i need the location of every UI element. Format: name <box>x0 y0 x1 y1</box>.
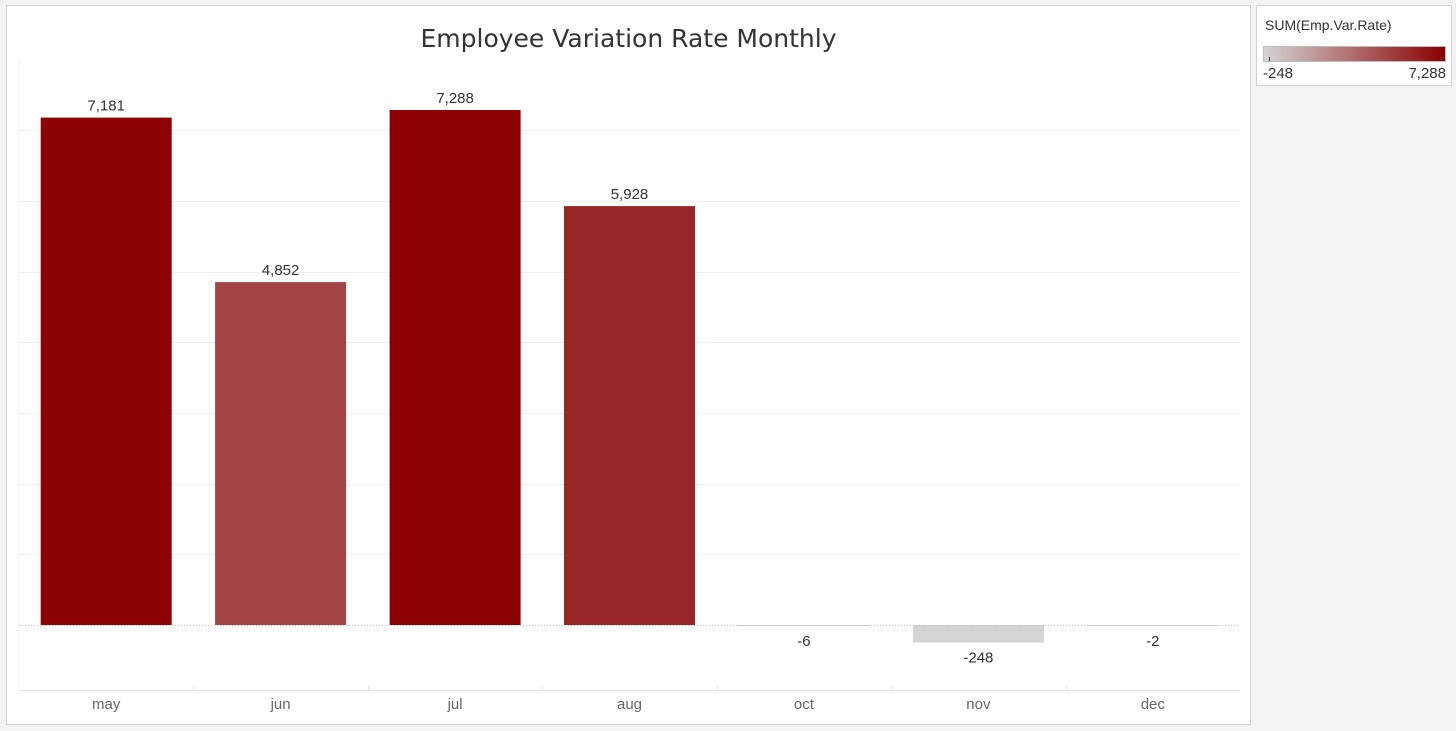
data-label-nov: -248 <box>963 650 993 667</box>
legend-max-label: 7,288 <box>1408 65 1446 82</box>
bar-oct <box>738 625 870 626</box>
bar-aug <box>564 206 695 625</box>
data-label-may: 7,181 <box>87 98 125 115</box>
color-legend: SUM(Emp.Var.Rate) -248 7,288 <box>1256 5 1452 86</box>
legend-zero-tick <box>1269 57 1270 61</box>
bar-dec <box>1087 625 1219 626</box>
data-label-aug: 5,928 <box>611 186 649 203</box>
bar-may <box>40 117 172 625</box>
bar-jun <box>215 282 347 625</box>
x-tick-label-oct: oct <box>794 696 815 713</box>
chart-title: Employee Variation Rate Monthly <box>420 24 837 53</box>
data-label-jun: 4,852 <box>262 262 300 279</box>
data-label-oct: -6 <box>797 633 810 650</box>
x-tick-label-jun: jun <box>270 696 291 713</box>
bar-nov <box>912 625 1044 643</box>
chart-panel: Employee Variation Rate Monthly 7,181 may… <box>6 5 1251 725</box>
legend-gradient <box>1263 46 1446 62</box>
legend-min-label: -248 <box>1263 65 1294 82</box>
x-tick-label-nov: nov <box>966 696 991 713</box>
x-tick-label-aug: aug <box>617 696 642 713</box>
data-label-dec: -2 <box>1146 633 1159 650</box>
bar-jul <box>389 110 521 625</box>
x-tick-label-may: may <box>92 696 121 713</box>
x-tick-label-jul: jul <box>447 696 463 713</box>
bar-chart: 7,181 may 4,852 jun 7,288 jul 5,928 aug -6 oct -24… <box>18 58 1240 713</box>
x-tick-label-dec: dec <box>1141 696 1166 713</box>
legend-title: SUM(Emp.Var.Rate) <box>1265 17 1392 33</box>
data-label-jul: 7,288 <box>436 90 474 107</box>
